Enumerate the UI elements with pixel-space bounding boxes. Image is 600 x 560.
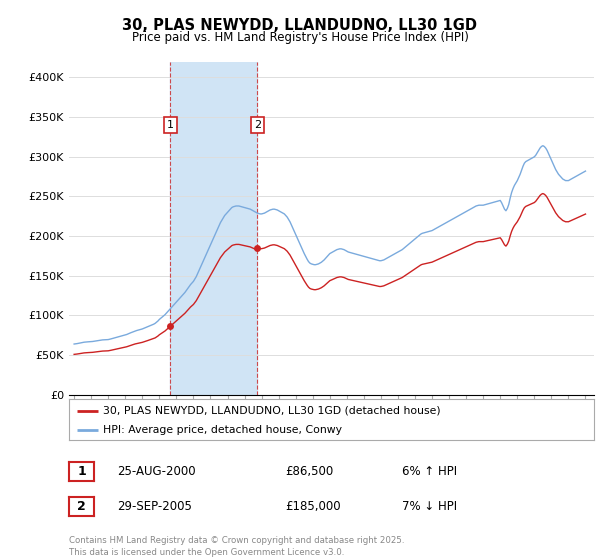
Text: £185,000: £185,000: [285, 500, 341, 514]
Text: 25-AUG-2000: 25-AUG-2000: [117, 465, 196, 478]
Text: 7% ↓ HPI: 7% ↓ HPI: [402, 500, 457, 514]
Text: £86,500: £86,500: [285, 465, 333, 478]
Text: Price paid vs. HM Land Registry's House Price Index (HPI): Price paid vs. HM Land Registry's House …: [131, 31, 469, 44]
Text: 1: 1: [167, 120, 174, 130]
Text: 1: 1: [77, 465, 86, 478]
Text: HPI: Average price, detached house, Conwy: HPI: Average price, detached house, Conw…: [103, 424, 342, 435]
Text: 6% ↑ HPI: 6% ↑ HPI: [402, 465, 457, 478]
Text: Contains HM Land Registry data © Crown copyright and database right 2025.
This d: Contains HM Land Registry data © Crown c…: [69, 536, 404, 557]
Text: 2: 2: [254, 120, 261, 130]
Text: 2: 2: [77, 500, 86, 514]
Text: 30, PLAS NEWYDD, LLANDUDNO, LL30 1GD: 30, PLAS NEWYDD, LLANDUDNO, LL30 1GD: [122, 18, 478, 33]
Text: 30, PLAS NEWYDD, LLANDUDNO, LL30 1GD (detached house): 30, PLAS NEWYDD, LLANDUDNO, LL30 1GD (de…: [103, 405, 441, 416]
Text: 29-SEP-2005: 29-SEP-2005: [117, 500, 192, 514]
